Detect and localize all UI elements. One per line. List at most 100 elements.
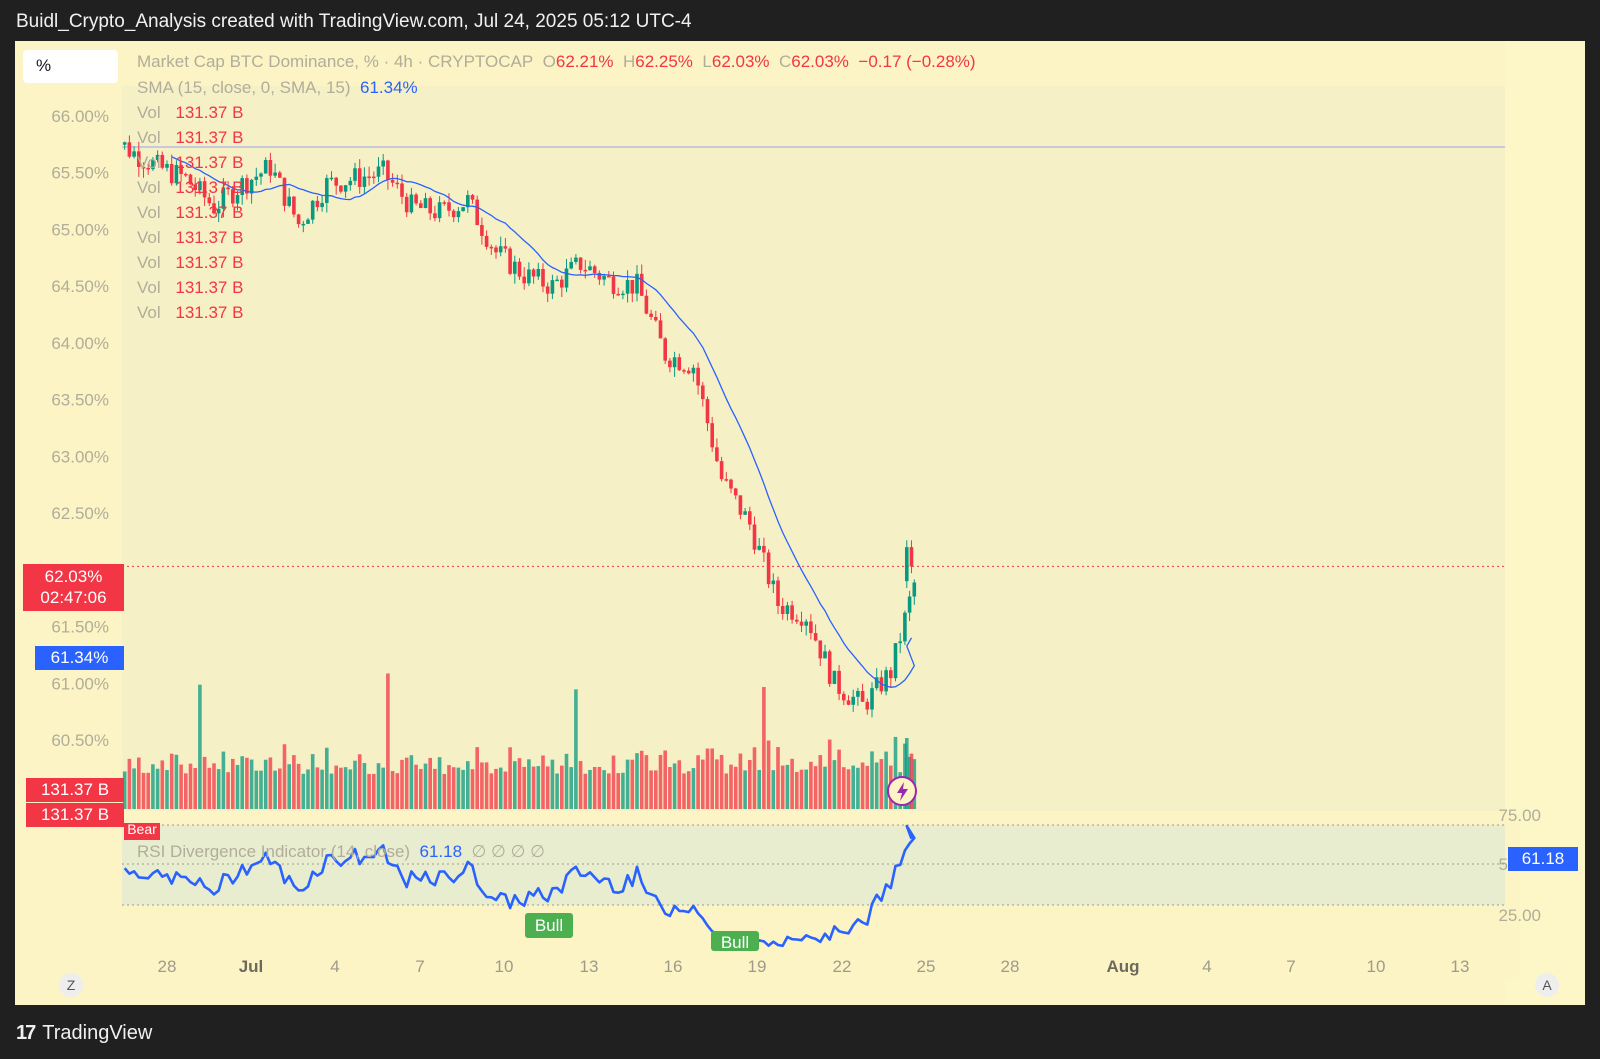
candle-body (903, 612, 907, 642)
volume-bar (904, 738, 909, 809)
x-tick-label: 28 (158, 957, 177, 976)
volume-bar (733, 766, 738, 809)
candle-body (127, 142, 132, 157)
volume-bar (127, 758, 132, 809)
tradingview-logo[interactable]: 17 TradingView (16, 1020, 152, 1046)
percent-scale-button[interactable]: % (23, 50, 118, 83)
volume-bar (545, 766, 550, 809)
bull-label-2-text: Bull (721, 933, 749, 952)
candle-body (564, 268, 569, 288)
candle-body (611, 276, 616, 294)
candle-body (907, 596, 912, 613)
volume-bar (766, 740, 771, 809)
volume-bar (235, 764, 240, 809)
volume-bar (353, 760, 357, 809)
sma-legend[interactable]: SMA (15, close, 0, SMA, 15) 61.34% (137, 78, 418, 98)
volume-bar (602, 770, 606, 809)
y-tick-label: 63.50% (51, 391, 109, 410)
volume-label: Vol (137, 153, 161, 172)
volume-legend-row[interactable]: Vol 131.37 B (137, 303, 243, 323)
high-label: H (622, 52, 636, 71)
volume-bar (804, 769, 808, 809)
volume-bar (621, 772, 625, 809)
volume-bar (823, 766, 827, 809)
candle-body (748, 511, 752, 525)
candle-body (705, 399, 710, 424)
candle-body (433, 213, 437, 219)
volume-bar (461, 769, 465, 809)
auto-scale-button[interactable]: A (1535, 973, 1559, 997)
volume-bar (686, 771, 691, 809)
volume-bar (433, 768, 437, 809)
volume-value: 131.37 B (170, 128, 244, 147)
volume-bar (343, 767, 348, 809)
candle-body (334, 177, 338, 186)
candle-body (846, 700, 851, 705)
volume-value: 131.37 B (170, 303, 244, 322)
candle-body (188, 174, 193, 185)
candle-body (795, 619, 799, 622)
candle-body (400, 183, 404, 197)
volume-bar (677, 760, 682, 809)
volume-bar (663, 750, 667, 809)
volume-bar (381, 767, 385, 809)
candle-body (804, 621, 808, 626)
volume-bar (564, 753, 569, 809)
zoom-z-button[interactable]: Z (59, 973, 83, 997)
volume-label: Vol (137, 278, 161, 297)
rsi-value: 61.18 (419, 842, 463, 861)
volume-bar (696, 755, 700, 809)
candle-body (701, 385, 705, 400)
candle-body (423, 198, 428, 208)
volume-legend-row[interactable]: Vol 131.37 B (137, 203, 243, 223)
volume-bar (315, 767, 320, 809)
candle-body (583, 269, 588, 272)
rsi-legend[interactable]: RSI Divergence Indicator (14, close) 61.… (137, 842, 545, 862)
volume-legend-row[interactable]: Vol 131.37 B (137, 253, 243, 273)
candle-body (245, 178, 249, 194)
volume-legend-row[interactable]: Vol 131.37 B (137, 178, 243, 198)
symbol-name: Market Cap BTC Dominance, % · 4h · CRYPT… (137, 52, 534, 71)
volume-bar (654, 770, 658, 809)
volume-bar (310, 754, 315, 809)
volume-bar (790, 758, 794, 809)
volume-bar (456, 767, 461, 809)
volume-bar (329, 773, 334, 809)
candle-body (837, 670, 841, 694)
volume-value: 131.37 B (170, 178, 244, 197)
candle-body (404, 196, 409, 213)
volume-bar (616, 773, 620, 809)
candle-body (517, 261, 522, 277)
header-title: Buidl_Crypto_Analysis created with Tradi… (16, 11, 692, 32)
x-tick-label: 10 (495, 957, 514, 976)
volume-bar (658, 754, 663, 809)
candles (122, 135, 917, 718)
volume-bar (160, 760, 165, 809)
volume-bar (715, 759, 719, 809)
candle-body (541, 268, 545, 287)
footer-bar (0, 1005, 1600, 1059)
candle-body (461, 207, 465, 212)
candle-body (682, 370, 686, 372)
candle-body (813, 633, 818, 641)
volume-bar (785, 764, 790, 809)
volume-label: Vol (137, 303, 161, 322)
volume-legend-row[interactable]: Vol 131.37 B (137, 103, 243, 123)
volume-legend-row[interactable]: Vol 131.37 B (137, 228, 243, 248)
percent-label: % (36, 56, 52, 75)
x-tick-label: 13 (1451, 957, 1470, 976)
candle-body (268, 160, 273, 176)
volume-bar (339, 767, 343, 809)
volume-legend-row[interactable]: Vol 131.37 B (137, 128, 243, 148)
rsi-tick-label: 25.00 (1498, 906, 1541, 925)
candle-body (658, 320, 663, 339)
volume-legend-row[interactable]: Vol 131.37 B (137, 153, 243, 173)
symbol-legend[interactable]: Market Cap BTC Dominance, % · 4h · CRYPT… (137, 52, 976, 72)
chart-canvas[interactable]: 66.00% 65.50% 65.00% 64.50% 64.00% 63.50% 63.0… (15, 41, 1585, 1005)
candle-body (437, 202, 442, 219)
lightning-icon[interactable] (887, 776, 917, 806)
volume-bar (400, 759, 404, 809)
volume-legend-row[interactable]: Vol 131.37 B (137, 278, 243, 298)
volume-bar (842, 767, 846, 809)
candle-body (809, 621, 813, 634)
